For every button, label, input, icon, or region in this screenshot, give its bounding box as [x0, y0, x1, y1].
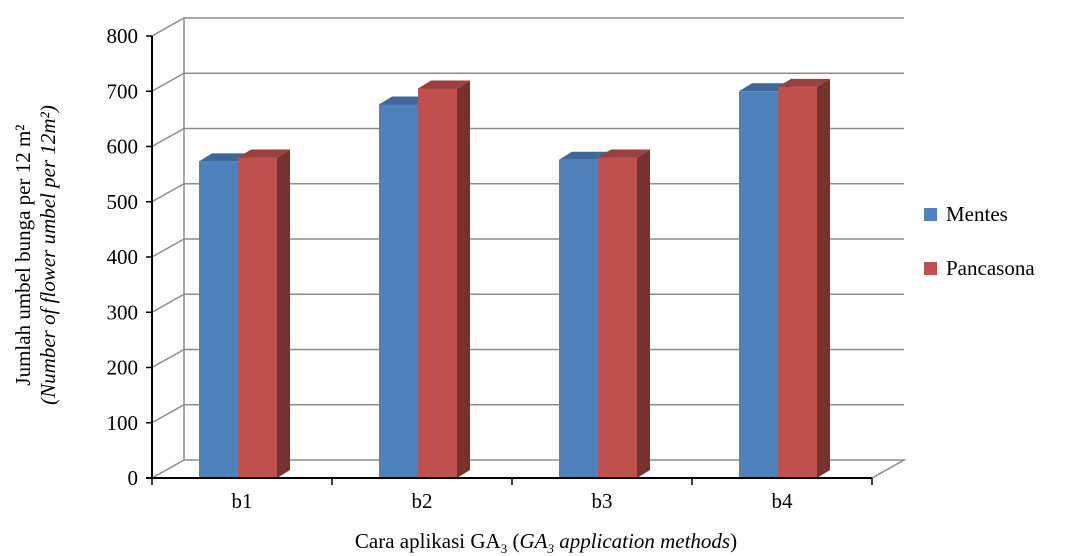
legend-label: Mentes: [946, 202, 1008, 226]
x-axis-title-close: ): [730, 529, 737, 553]
legend-swatch: [924, 208, 937, 221]
x-axis-title-italic: GA: [519, 529, 547, 553]
y-tick-label: 600: [107, 135, 139, 159]
bar-front: [739, 91, 778, 478]
x-axis-title: Cara aplikasi GA3 (GA3 application metho…: [355, 529, 737, 556]
bar-top: [418, 80, 470, 89]
gridline: [151, 72, 904, 92]
bar-front: [238, 157, 277, 479]
legend-label: Pancasona: [946, 256, 1035, 280]
gridline: [151, 238, 904, 258]
y-tick-label: 500: [107, 190, 139, 214]
bar-front: [418, 88, 457, 479]
bar-side: [277, 149, 290, 479]
bar-side: [457, 80, 470, 479]
y-tick-label: 300: [107, 300, 139, 324]
bar-front: [199, 161, 238, 479]
bars: [199, 78, 830, 479]
y-tick-label: 200: [107, 356, 139, 380]
x-axis-title-italic-sub: 3: [546, 541, 554, 556]
x-axis-title-italic-rest: application methods: [554, 529, 730, 553]
x-axis-title-open: (: [507, 529, 519, 553]
gridlines: [151, 17, 904, 424]
bar-top: [238, 149, 290, 158]
x-axis-title-sub: 3: [501, 541, 508, 556]
legend-swatch: [924, 262, 937, 275]
bar-front: [778, 86, 817, 478]
x-tick-label: b4: [772, 489, 794, 513]
bar-b3-pancasona: [598, 149, 650, 479]
y-tick-labels: 0 100 200 300 400 500 600 700 800: [107, 24, 139, 490]
axes: [146, 35, 873, 485]
y-tick-label: 800: [107, 24, 139, 48]
bar-top: [778, 78, 830, 87]
y-tick-label: 700: [107, 79, 139, 103]
y-axis-title-line2: (Number of flower umbel per 12m²): [36, 105, 60, 405]
bar-b4-pancasona: [778, 78, 830, 478]
bar-side: [817, 78, 830, 478]
gridline: [151, 17, 904, 37]
gridline: [151, 183, 904, 203]
gridline: [151, 127, 904, 148]
legend-item-pancasona: Pancasona: [924, 256, 1035, 280]
y-axis-title-line1: Jumlah umbel bunga per 12 m²: [11, 124, 35, 385]
gridline: [151, 404, 904, 424]
x-tick-label: b3: [592, 489, 613, 513]
bar-front: [598, 157, 637, 479]
bar-b1-pancasona: [238, 149, 290, 479]
bar-top: [598, 149, 650, 158]
legend: Mentes Pancasona: [924, 202, 1035, 280]
y-tick-label: 400: [107, 245, 139, 269]
bar-side: [637, 149, 650, 479]
x-axis-title-main: Cara aplikasi GA: [355, 529, 502, 553]
gridline: [151, 293, 904, 313]
bar-front: [559, 159, 598, 478]
x-tick-label: b2: [412, 489, 433, 513]
y-tick-label: 100: [107, 411, 139, 435]
bar-front: [379, 104, 418, 478]
legend-item-mentes: Mentes: [924, 202, 1008, 226]
x-tick-label: b1: [232, 489, 253, 513]
y-tick-label: 0: [128, 466, 139, 490]
x-tick-labels: b1 b2 b3 b4: [232, 489, 794, 513]
bar-b2-pancasona: [418, 80, 470, 479]
y-axis-title: Jumlah umbel bunga per 12 m² (Number of …: [11, 105, 60, 405]
gridline: [151, 348, 904, 369]
